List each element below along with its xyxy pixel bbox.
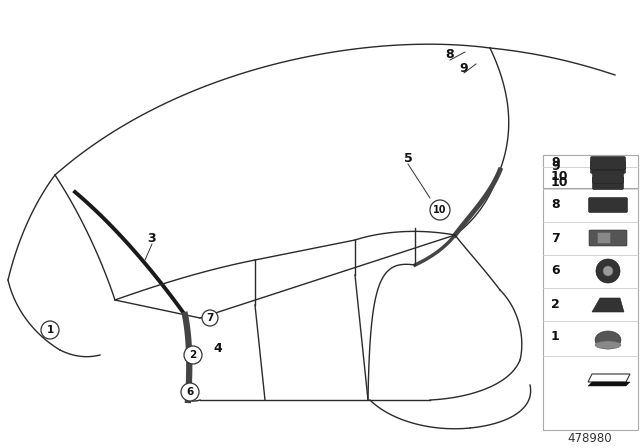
FancyBboxPatch shape: [589, 230, 627, 246]
Circle shape: [202, 310, 218, 326]
Text: 478980: 478980: [568, 431, 612, 444]
FancyBboxPatch shape: [593, 177, 623, 190]
Ellipse shape: [595, 331, 621, 349]
Text: 5: 5: [404, 151, 412, 164]
Text: 2: 2: [551, 297, 560, 310]
Text: 7: 7: [551, 232, 560, 245]
Circle shape: [41, 321, 59, 339]
Polygon shape: [592, 298, 624, 312]
Text: 6: 6: [186, 387, 194, 397]
Text: 7: 7: [206, 313, 214, 323]
Text: 3: 3: [148, 232, 156, 245]
Text: 9: 9: [551, 160, 559, 173]
Text: 10: 10: [433, 205, 447, 215]
Text: 1: 1: [551, 331, 560, 344]
Text: 4: 4: [214, 341, 222, 354]
FancyBboxPatch shape: [591, 156, 625, 169]
FancyBboxPatch shape: [591, 160, 625, 173]
Circle shape: [181, 383, 199, 401]
Text: 8: 8: [551, 198, 559, 211]
Ellipse shape: [595, 341, 621, 349]
Polygon shape: [588, 374, 630, 382]
Text: 6: 6: [551, 264, 559, 277]
FancyBboxPatch shape: [598, 233, 611, 244]
Circle shape: [184, 346, 202, 364]
Text: 10: 10: [551, 177, 568, 190]
FancyBboxPatch shape: [543, 155, 638, 430]
FancyBboxPatch shape: [593, 171, 623, 184]
Text: 2: 2: [189, 350, 196, 360]
Text: 10: 10: [551, 171, 568, 184]
Polygon shape: [588, 382, 630, 386]
Circle shape: [430, 200, 450, 220]
FancyBboxPatch shape: [543, 155, 638, 188]
FancyBboxPatch shape: [589, 198, 627, 212]
Circle shape: [596, 259, 620, 283]
Text: 9: 9: [551, 156, 559, 169]
Text: 1: 1: [46, 325, 54, 335]
Circle shape: [603, 266, 613, 276]
Text: 9: 9: [460, 61, 468, 74]
Text: 8: 8: [445, 48, 454, 61]
